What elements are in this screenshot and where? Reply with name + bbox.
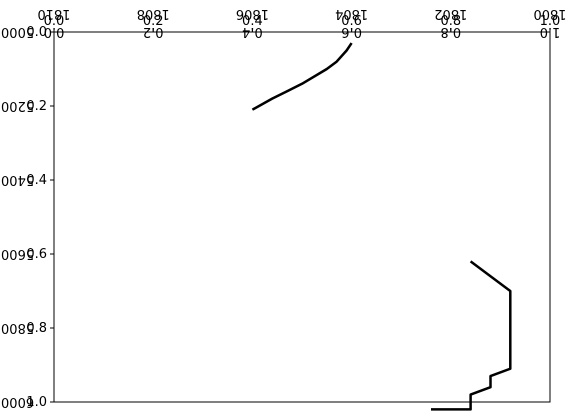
inner-y-tick-label: 5400 xyxy=(1,172,34,187)
inner-y-tick-label: 5200 xyxy=(1,98,34,113)
plot-frame xyxy=(54,32,550,402)
inner-x-tick-label: 1806 xyxy=(236,6,269,21)
inner-x-tick-label: 1802 xyxy=(434,6,467,21)
inner-x-tick-label: 1808 xyxy=(137,6,170,21)
inner-y-tick-label: 5600 xyxy=(1,246,34,261)
inner-y-tick-label: 5800 xyxy=(1,320,34,335)
series-line-2 xyxy=(431,261,510,409)
inner-y-tick-label: 5000 xyxy=(1,24,34,39)
inner-x-tick-label: 1810 xyxy=(37,6,70,21)
inner-x-tick-label: 1800 xyxy=(533,6,566,21)
inner-y-tick-label: 6000 xyxy=(1,394,34,409)
inner-x-tick-label: 1804 xyxy=(335,6,368,21)
series-line-1 xyxy=(252,43,351,110)
